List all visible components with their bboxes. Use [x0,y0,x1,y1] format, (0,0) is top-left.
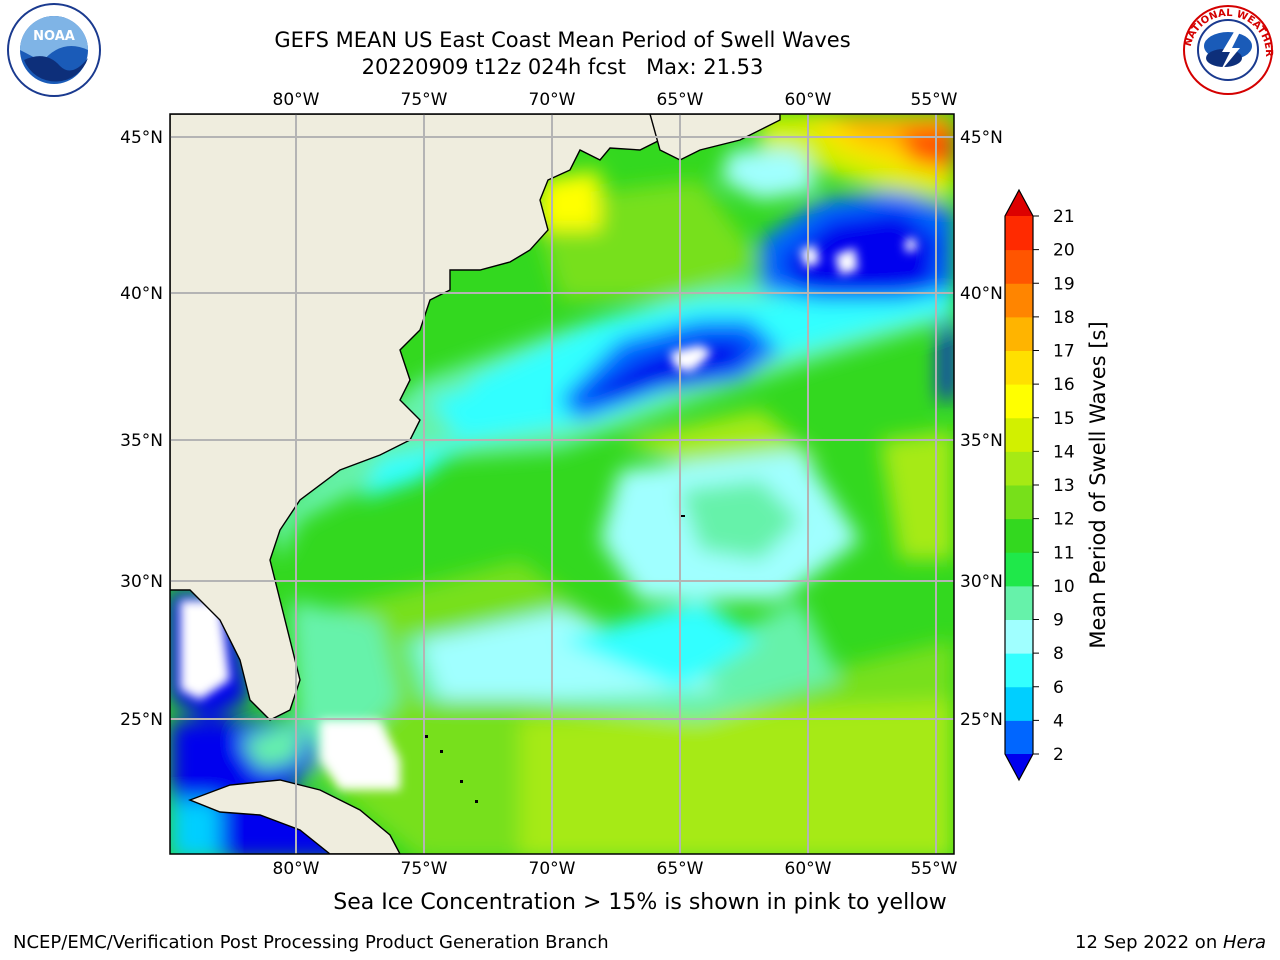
colorbar-tick-label: 17 [1053,342,1075,362]
colorbar-tick-label: 13 [1053,476,1075,496]
colorbar-tick-label: 11 [1053,543,1075,563]
noaa-logo: NOAA [7,3,101,97]
lat-label-25n-right: 25°N [960,710,1003,730]
colorbar-band [1005,249,1033,284]
lon-label-60w-bottom: 60°W [785,859,832,879]
lat-label-40n-left: 40°N [120,284,163,304]
lon-label-75w-bottom: 75°W [401,859,448,879]
colorbar-tick-label: 14 [1053,442,1075,462]
colorbar-band [1005,518,1033,553]
colorbar-label: Mean Period of Swell Waves [s] [1086,321,1110,648]
lat-label-30n-right: 30°N [960,572,1003,592]
colorbar-band [1005,384,1033,419]
colorbar-tick-label: 18 [1053,308,1075,328]
colorbar-band [1005,720,1033,755]
colorbar-tick-label: 16 [1053,375,1075,395]
colorbar: 2 4 6 8 9 10 11 12 13 14 15 16 17 18 19 20 21 [1004,188,1075,782]
colorbar-tick-label: 8 [1053,644,1064,664]
colorbar-tick-label: 21 [1053,207,1075,227]
lon-label-75w-top: 75°W [401,90,448,110]
lon-label-55w-bottom: 55°W [911,859,958,879]
generation-host: Hera [1222,932,1266,953]
colorbar-band [1005,585,1033,620]
colorbar-tick-label: 12 [1053,510,1075,530]
lon-label-70w-top: 70°W [529,90,576,110]
lon-label-80w-bottom: 80°W [273,859,320,879]
nws-logo: NATIONAL WEATHER SERVICE [1176,2,1274,95]
lat-label-40n-right: 40°N [960,284,1003,304]
map-field [170,114,954,854]
lat-label-35n-right: 35°N [960,431,1003,451]
lon-label-80w-top: 80°W [273,90,320,110]
colorbar-band [1005,316,1033,351]
colorbar-band [1005,417,1033,452]
colorbar-band [1005,552,1033,587]
colorbar-band [1005,485,1033,520]
colorbar-tick-label: 4 [1053,711,1064,731]
colorbar-tick-label: 2 [1053,745,1064,765]
lat-labels-right: 45°N 40°N 35°N 30°N 25°N [960,128,1003,730]
no-data-patches [180,238,917,790]
colorbar-band [1005,619,1033,654]
generation-date-text: 12 Sep 2022 on [1075,932,1223,953]
lat-label-45n-left: 45°N [120,128,163,148]
colorbar-tick-label: 10 [1053,577,1075,597]
lon-label-60w-top: 60°W [785,90,832,110]
lat-label-45n-right: 45°N [960,128,1003,148]
colorbar-under-arrow [1005,754,1033,780]
map-frame [169,113,955,855]
colorbar-band [1005,283,1033,318]
map-title: GEFS MEAN US East Coast Mean Period of S… [274,28,851,52]
colorbar-band [1005,653,1033,688]
land-mass [170,114,661,721]
colorbar-tick-label: 15 [1053,409,1075,429]
lat-label-25n-left: 25°N [120,710,163,730]
noaa-logo-text: NOAA [33,29,75,44]
lon-labels-bottom: 80°W 75°W 70°W 65°W 60°W 55°W [273,859,958,879]
colorbar-band [1005,686,1033,721]
lat-label-30n-left: 30°N [120,572,163,592]
graticule [170,114,954,854]
lon-labels-top: 80°W 75°W 70°W 65°W 60°W 55°W [273,90,958,110]
bahamas-islands [425,515,685,803]
lat-labels-left: 45°N 40°N 35°N 30°N 25°N [120,128,163,730]
colorbar-tick-label: 9 [1053,611,1064,631]
lon-label-55w-top: 55°W [911,90,958,110]
producer-credit: NCEP/EMC/Verification Post Processing Pr… [13,932,609,953]
colorbar-band [1005,350,1033,385]
lon-label-65w-top: 65°W [657,90,704,110]
lat-label-35n-left: 35°N [120,431,163,451]
colorbar-band [1005,216,1033,251]
map-subtitle: 20220909 t12z 024h fcst Max: 21.53 [361,55,764,79]
lon-label-65w-bottom: 65°W [657,859,704,879]
colorbar-tick-label: 6 [1053,678,1064,698]
sea-ice-footnote: Sea Ice Concentration > 15% is shown in … [333,890,947,915]
colorbar-over-arrow [1005,190,1033,216]
generation-date: 12 Sep 2022 on Hera [1075,932,1266,953]
colorbar-tick-label: 19 [1053,274,1075,294]
lon-label-70w-bottom: 70°W [529,859,576,879]
colorbar-band [1005,451,1033,486]
colorbar-tick-label: 20 [1053,241,1075,261]
